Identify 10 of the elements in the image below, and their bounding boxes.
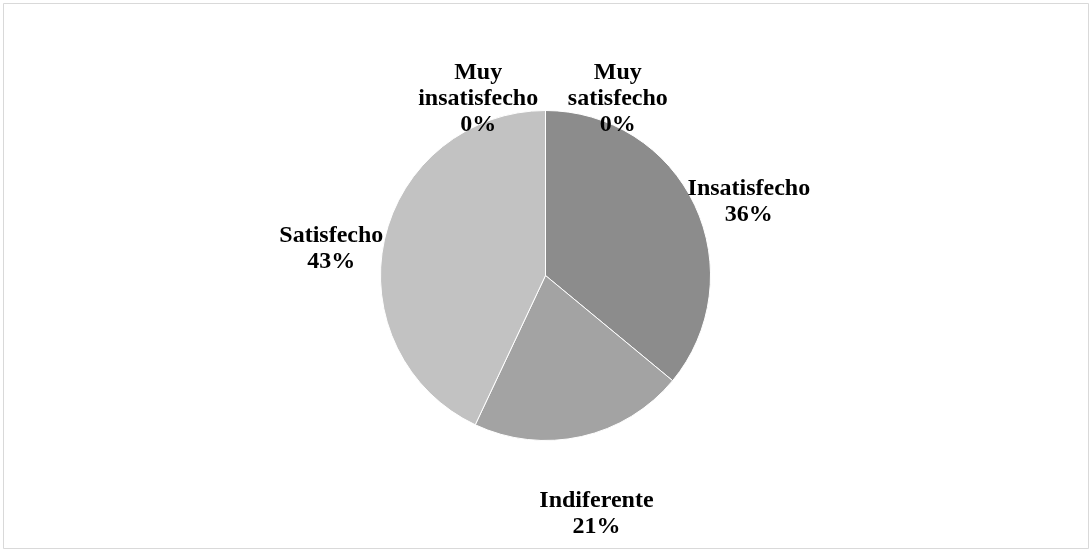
- slice-label: Insatisfecho: [687, 174, 811, 201]
- slice-label: Satisfecho: [279, 220, 384, 247]
- text: 0%: [599, 110, 636, 137]
- text: 0%: [460, 110, 497, 137]
- category-label: Muy satisfecho: [567, 58, 668, 111]
- category-label: Muy insatisfecho: [418, 58, 539, 111]
- data-label: 21%: [572, 511, 621, 538]
- slice-label: Indiferente: [539, 485, 654, 512]
- data-label: 43%: [307, 246, 356, 273]
- data-label: 36%: [724, 200, 773, 227]
